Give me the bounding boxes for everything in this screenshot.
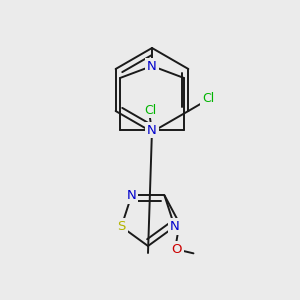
Text: Cl: Cl bbox=[144, 103, 156, 116]
Text: N: N bbox=[127, 189, 136, 202]
Text: O: O bbox=[171, 243, 182, 256]
Text: S: S bbox=[117, 220, 126, 233]
Text: N: N bbox=[170, 220, 179, 233]
Text: Cl: Cl bbox=[202, 92, 214, 106]
Text: N: N bbox=[147, 124, 157, 136]
Text: N: N bbox=[147, 59, 157, 73]
